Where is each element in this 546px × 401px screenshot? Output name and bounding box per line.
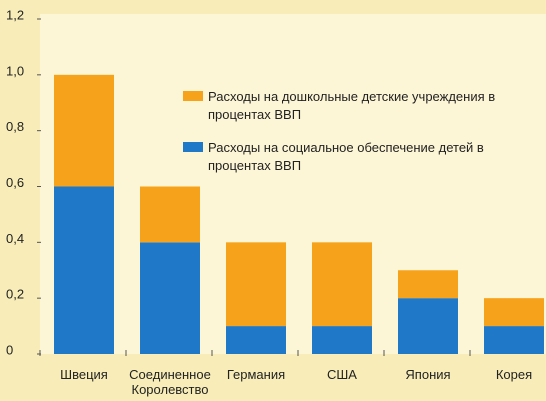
bar-segment <box>484 326 544 354</box>
bar-segment <box>398 270 458 299</box>
legend-label: Расходы на дошкольные детские учреждения… <box>208 89 496 122</box>
y-tick-label: 0,4 <box>6 231 24 246</box>
x-tick-label: Соединенное Королевство <box>129 367 211 397</box>
y-tick-label: 0 <box>6 342 13 357</box>
bar-segment <box>54 186 114 354</box>
x-tick-label: США <box>327 367 357 382</box>
plot-area <box>40 14 546 354</box>
y-tick-label: 0,6 <box>6 175 24 190</box>
bar-segment <box>140 186 200 243</box>
bar-segment <box>140 242 200 354</box>
bar-segment <box>312 326 372 354</box>
bar-segment <box>398 298 458 354</box>
x-tick-label: Швеция <box>60 367 108 382</box>
bar-segment <box>226 326 286 354</box>
x-tick-label: Япония <box>405 367 451 382</box>
bar-segment <box>484 298 544 327</box>
bar-segment <box>226 242 286 327</box>
legend-swatch <box>183 91 203 101</box>
legend-label: Расходы на социальное обеспечение детей … <box>208 140 484 173</box>
y-tick-label: 1,0 <box>6 63 24 78</box>
legend-swatch <box>183 142 203 152</box>
y-tick-label: 1,2 <box>6 7 24 22</box>
x-tick-label: Германия <box>226 367 286 382</box>
x-tick-label: Корея <box>495 367 533 382</box>
y-tick-label: 0,2 <box>6 287 24 302</box>
y-tick-label: 0,8 <box>6 119 24 134</box>
bar-segment <box>54 74 114 187</box>
bar-segment <box>312 242 372 327</box>
